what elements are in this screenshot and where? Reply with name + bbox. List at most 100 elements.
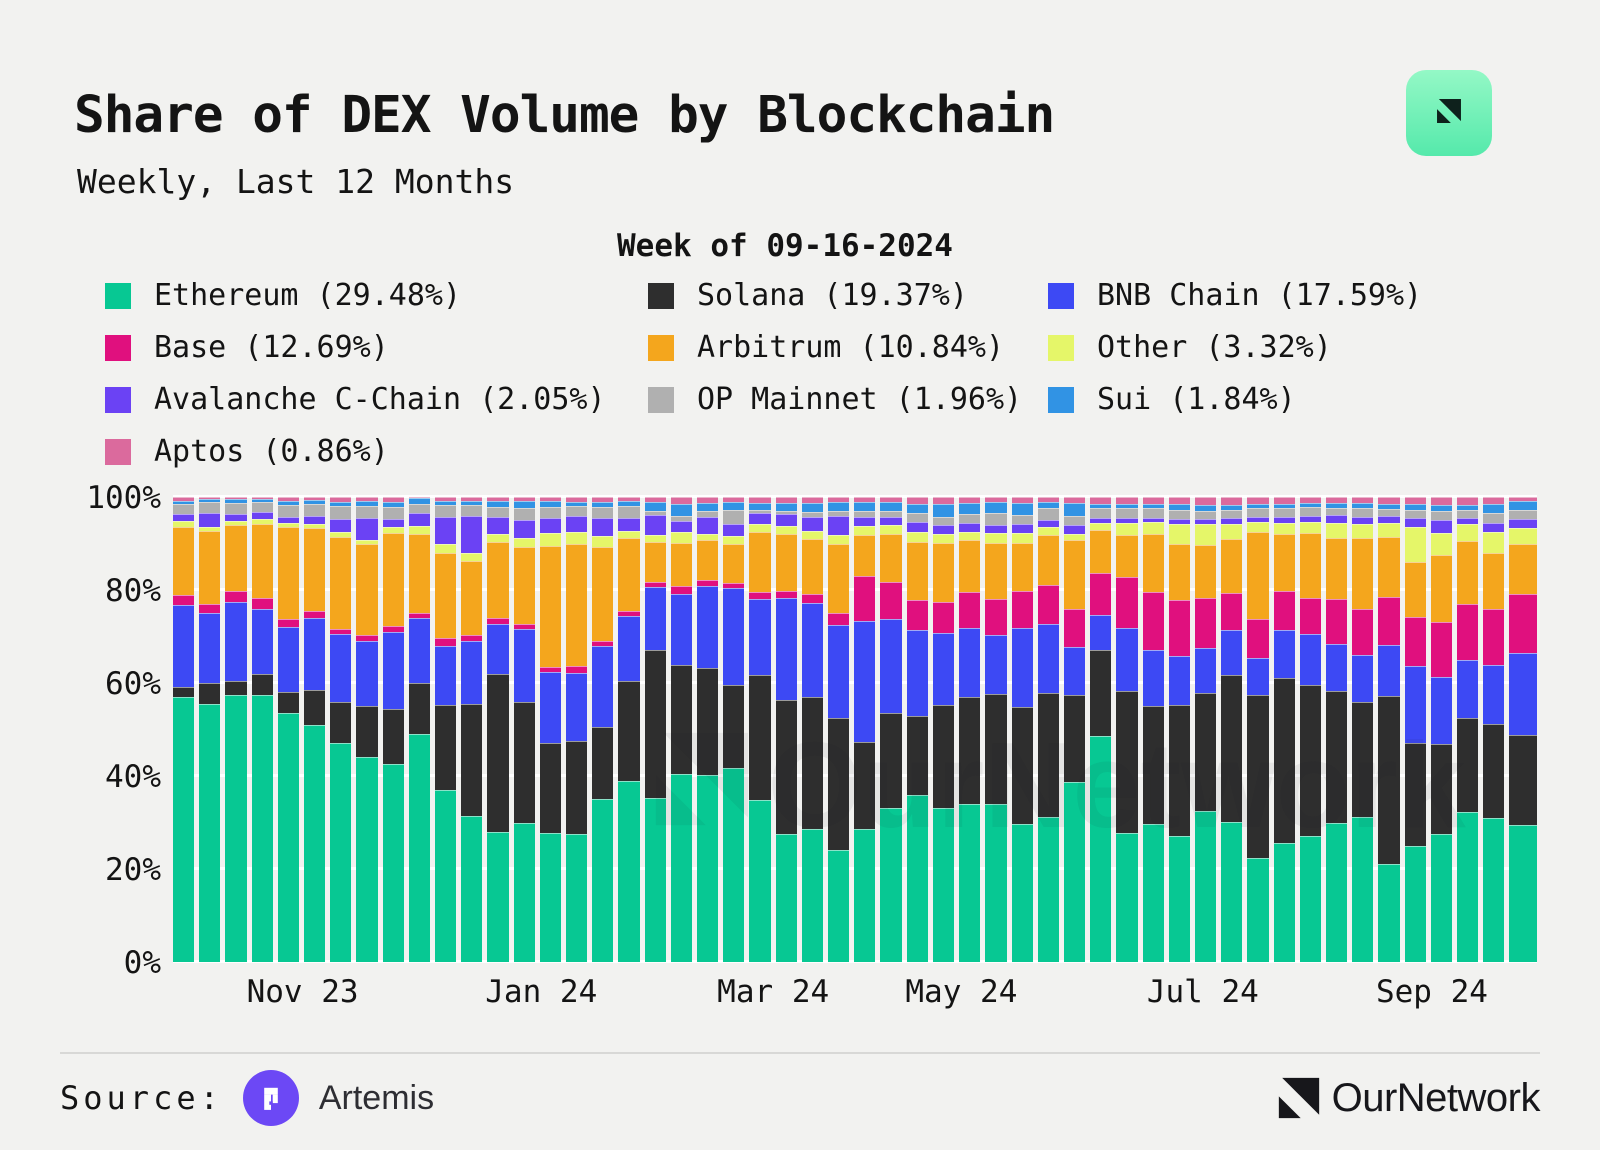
bar-week-02-19-2024[interactable]: [723, 497, 745, 962]
bar-week-11-27-2023[interactable]: [408, 497, 431, 962]
segment-base: [670, 585, 693, 595]
segment-aptos: [1325, 497, 1348, 504]
legend-item-op[interactable]: OP Mainnet (1.96%): [648, 382, 1048, 417]
segment-aptos: [985, 497, 1007, 502]
bar-week-08-26-2024[interactable]: [1430, 497, 1452, 962]
brand-name: OurNetwork: [1331, 1075, 1541, 1120]
legend-item-other[interactable]: Other (3.32%): [1048, 330, 1525, 365]
bar-week-09-16-2024[interactable]: [1509, 497, 1537, 962]
bar-week-01-29-2024[interactable]: [644, 497, 666, 962]
bar-week-02-26-2024[interactable]: [749, 497, 771, 962]
bar-week-10-23-2023[interactable]: [277, 497, 300, 962]
bar-week-06-17-2024[interactable]: [1168, 497, 1190, 962]
bar-week-03-25-2024[interactable]: [854, 497, 876, 962]
segment-ethereum: [1063, 781, 1086, 962]
bar-week-05-20-2024[interactable]: [1063, 497, 1086, 962]
segment-solana: [1483, 724, 1505, 819]
bar-week-04-08-2024[interactable]: [906, 497, 928, 962]
segment-arbitrum: [880, 534, 902, 582]
segment-sui: [959, 502, 981, 515]
segment-arbitrum: [670, 542, 693, 586]
legend-item-ethereum[interactable]: Ethereum (29.48%): [105, 278, 648, 313]
bar-week-06-24-2024[interactable]: [1194, 497, 1217, 962]
legend-item-avalanche[interactable]: Avalanche C-Chain (2.05%): [105, 382, 648, 417]
bar-week-08-12-2024[interactable]: [1378, 497, 1400, 962]
segment-sui: [304, 500, 326, 505]
x-tick-Jan-24: Jan 24: [485, 974, 598, 1010]
segment-bnb: [1483, 664, 1505, 725]
bar-week-06-03-2024[interactable]: [1116, 497, 1138, 962]
segment-ethereum: [880, 807, 902, 962]
bar-week-01-15-2024[interactable]: [592, 497, 614, 962]
bar-week-03-04-2024[interactable]: [775, 497, 797, 962]
segment-bnb: [173, 605, 195, 687]
bar-week-07-22-2024[interactable]: [1299, 497, 1321, 962]
legend-item-aptos[interactable]: Aptos (0.86%): [105, 434, 648, 469]
bar-week-02-05-2024[interactable]: [670, 497, 693, 962]
bar-week-07-08-2024[interactable]: [1247, 497, 1269, 962]
bar-week-12-18-2023[interactable]: [487, 497, 509, 962]
segment-ethereum: [749, 800, 771, 962]
legend-item-bnb[interactable]: BNB Chain (17.59%): [1048, 278, 1525, 313]
bar-week-08-19-2024[interactable]: [1404, 497, 1426, 962]
bar-week-03-11-2024[interactable]: [801, 497, 824, 962]
segment-avalanche: [1404, 517, 1426, 527]
legend-item-arbitrum[interactable]: Arbitrum (10.84%): [648, 330, 1048, 365]
segment-base: [1273, 590, 1295, 631]
bar-week-02-12-2024[interactable]: [697, 497, 719, 962]
segment-bnb: [880, 619, 902, 714]
segment-other: [932, 534, 955, 544]
bar-week-01-01-2024[interactable]: [539, 497, 562, 962]
bar-week-07-01-2024[interactable]: [1221, 497, 1243, 962]
bar-week-05-06-2024[interactable]: [1011, 497, 1033, 962]
segment-sui: [1325, 503, 1348, 509]
segment-op: [670, 515, 693, 521]
bar-week-11-20-2023[interactable]: [382, 497, 404, 962]
segment-ethereum: [1430, 834, 1452, 962]
legend-item-sui[interactable]: Sui (1.84%): [1048, 382, 1525, 417]
bar-week-04-22-2024[interactable]: [959, 497, 981, 962]
segment-arbitrum: [644, 541, 666, 583]
segment-sui: [592, 501, 614, 508]
bar-week-05-13-2024[interactable]: [1037, 497, 1059, 962]
bar-week-06-10-2024[interactable]: [1142, 497, 1164, 962]
segment-aptos: [775, 497, 797, 503]
bar-week-11-13-2023[interactable]: [356, 497, 378, 962]
selected-week-label: Week of 09-16-2024: [617, 228, 953, 264]
bar-week-05-27-2024[interactable]: [1090, 497, 1112, 962]
bar-week-01-08-2024[interactable]: [566, 497, 588, 962]
bar-week-11-06-2023[interactable]: [330, 497, 352, 962]
segment-base: [539, 666, 562, 672]
segment-other: [828, 535, 850, 545]
y-tick-20%: 20%: [105, 852, 161, 888]
bar-week-04-01-2024[interactable]: [880, 497, 902, 962]
bar-week-10-30-2023[interactable]: [304, 497, 326, 962]
bar-week-12-25-2023[interactable]: [513, 497, 535, 962]
legend-item-base[interactable]: Base (12.69%): [105, 330, 648, 365]
segment-op: [1430, 511, 1452, 520]
bar-week-09-25-2023[interactable]: [173, 497, 195, 962]
bar-week-04-29-2024[interactable]: [985, 497, 1007, 962]
bar-week-10-02-2023[interactable]: [199, 497, 221, 962]
legend-label-arbitrum: Arbitrum (10.84%): [697, 330, 1005, 365]
segment-sui: [801, 503, 824, 513]
segment-op: [513, 507, 535, 520]
bar-week-10-16-2023[interactable]: [251, 497, 273, 962]
bar-week-01-22-2024[interactable]: [618, 497, 640, 962]
bar-week-03-18-2024[interactable]: [828, 497, 850, 962]
bar-week-08-05-2024[interactable]: [1352, 497, 1374, 962]
segment-sui: [1063, 502, 1086, 517]
legend-item-solana[interactable]: Solana (19.37%): [648, 278, 1048, 313]
bar-week-04-15-2024[interactable]: [932, 497, 955, 962]
segment-sui: [1483, 504, 1505, 514]
bar-week-09-09-2024[interactable]: [1483, 497, 1505, 962]
segment-ethereum: [670, 774, 693, 962]
bar-week-07-15-2024[interactable]: [1273, 497, 1295, 962]
segment-bnb: [382, 631, 404, 709]
bar-week-12-11-2023[interactable]: [461, 497, 483, 962]
bar-week-07-29-2024[interactable]: [1325, 497, 1348, 962]
bar-week-09-02-2024[interactable]: [1456, 497, 1479, 962]
bar-week-12-04-2023[interactable]: [435, 497, 457, 962]
bar-week-10-09-2023[interactable]: [225, 497, 247, 962]
segment-base: [1221, 593, 1243, 631]
